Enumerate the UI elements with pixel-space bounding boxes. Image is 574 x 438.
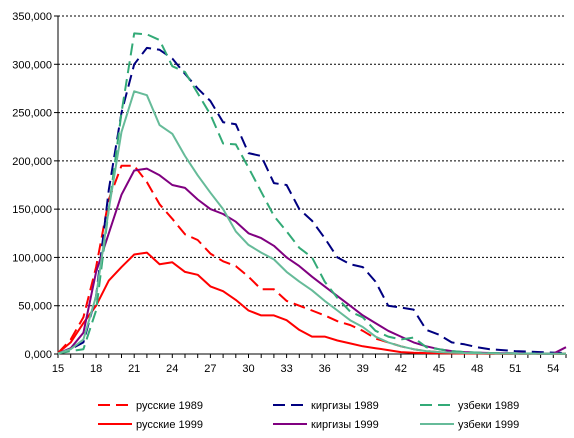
- x-tick-label: 48: [471, 363, 483, 375]
- legend-label: русские 1989: [136, 400, 203, 412]
- y-tick-label: 150,000: [12, 204, 52, 216]
- series-line-4: [57, 167, 567, 355]
- y-tick-label: 0,000: [24, 349, 52, 361]
- x-tick-label: 39: [357, 363, 369, 375]
- series-lines: [57, 32, 567, 355]
- x-tick-label: 21: [128, 363, 140, 375]
- y-tick-label: 50,000: [18, 301, 52, 313]
- x-tick-label: 24: [166, 363, 178, 375]
- series-line-2: [57, 251, 566, 355]
- x-tick-label: 18: [90, 363, 102, 375]
- x-tick-label: 42: [395, 363, 407, 375]
- legend-label: киргизы 1999: [311, 419, 379, 431]
- x-tick-label: 45: [433, 363, 445, 375]
- series-line-1: [57, 164, 566, 355]
- x-axis-ticks: 15 18 21 24 27 30 33 36 39 42 45 48 51 54: [52, 354, 567, 375]
- y-tick-label: 250,000: [12, 108, 52, 120]
- legend: русские 1989 киргизы 1989 узбеки 1989 русск…: [98, 400, 519, 431]
- y-tick-label: 200,000: [12, 156, 52, 168]
- legend-label: узбеки 1999: [458, 419, 519, 431]
- x-tick-label: 51: [509, 363, 521, 375]
- gridlines: [58, 15, 566, 307]
- x-tick-label: 27: [204, 363, 216, 375]
- series-line-6: [57, 90, 566, 355]
- legend-label: узбеки 1989: [458, 400, 519, 412]
- x-tick-label: 54: [547, 363, 559, 375]
- legend-label: киргизы 1989: [311, 400, 379, 412]
- y-tick-label: 100,000: [12, 252, 52, 264]
- x-tick-label: 15: [52, 363, 64, 375]
- y-tick-label: 300,000: [12, 59, 52, 71]
- x-tick-label: 30: [242, 363, 254, 375]
- y-axis-ticks: 0,000 50,000 100,000 150,000 200,000 250,000 3…: [12, 11, 58, 361]
- legend-label: русские 1999: [136, 419, 203, 431]
- series-line-3: [57, 46, 567, 355]
- y-tick-label: 350,000: [12, 11, 52, 23]
- x-tick-label: 36: [319, 363, 331, 375]
- x-tick-label: 33: [280, 363, 292, 375]
